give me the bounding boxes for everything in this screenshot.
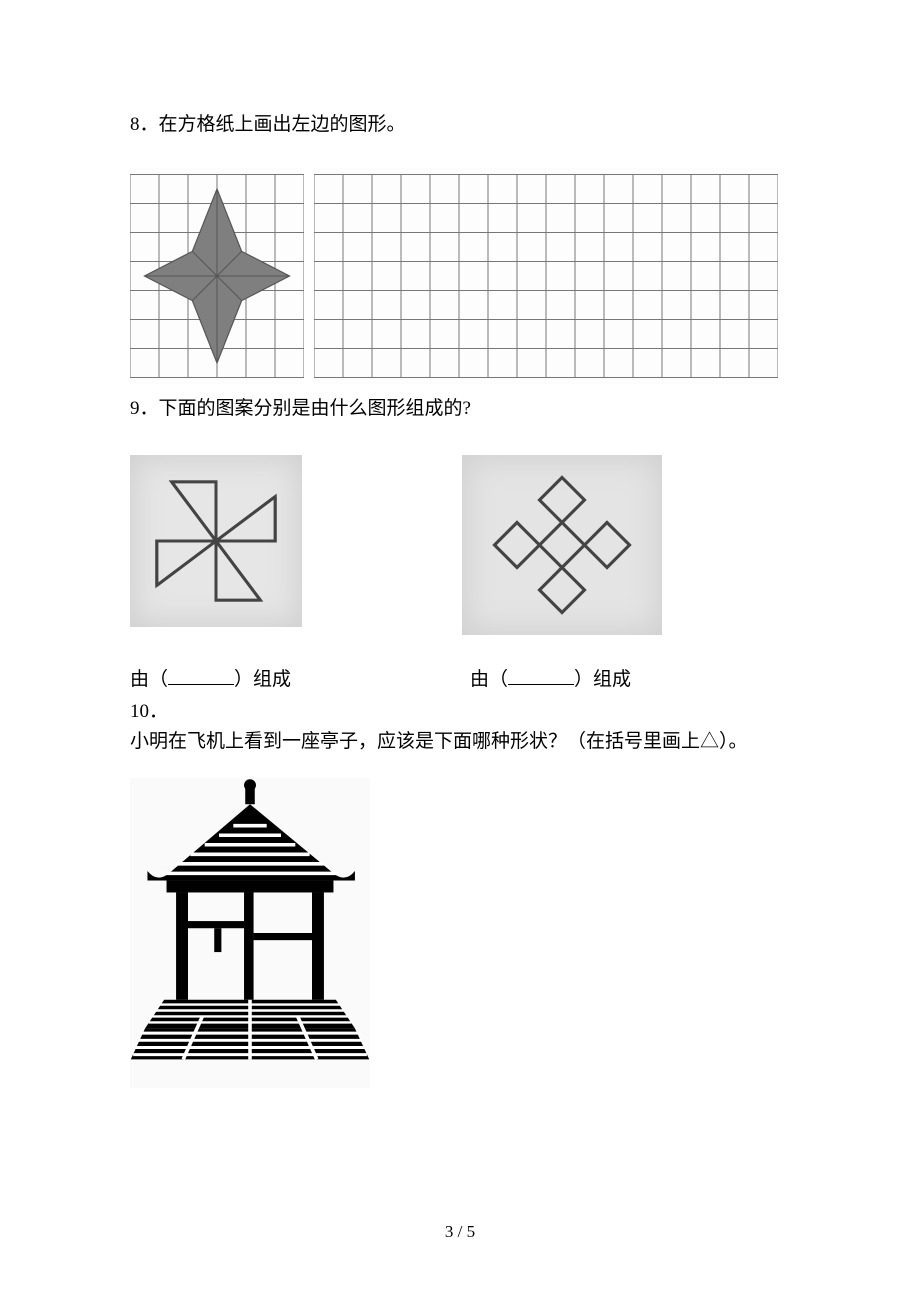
q9b-suffix: ）组成: [574, 669, 631, 690]
q8-left-grid: [130, 168, 304, 384]
q9a-suffix: ）组成: [234, 669, 291, 690]
q9-fig-b: [462, 455, 662, 635]
pinwheel-svg: [142, 467, 290, 615]
q9-line: 9．下面的图案分别是由什么图形组成的?: [130, 394, 790, 424]
q9-number: 9．: [130, 398, 159, 419]
page-number: 3 / 5: [0, 1222, 920, 1242]
q10-number-line: 10．: [130, 697, 790, 727]
q9-fig-a: [130, 455, 302, 627]
q9a-prefix: 由（: [130, 669, 168, 690]
pavilion-svg: [130, 778, 370, 1088]
q8-text: 在方格纸上画出左边的图形。: [159, 114, 406, 135]
q9b-blank[interactable]: [508, 663, 574, 685]
q8-number: 8．: [130, 114, 159, 135]
q10-text-line: 小明在飞机上看到一座亭子，应该是下面哪种形状？（在括号里画上△）。: [130, 727, 790, 757]
q8-right-grid: [314, 168, 778, 384]
q8-right-svg: [314, 168, 778, 384]
q10-pavilion: [130, 778, 370, 1088]
q8-line: 8．在方格纸上画出左边的图形。: [130, 110, 790, 140]
q9-answers: 由（ ）组成 由（ ）组成: [130, 663, 790, 695]
q9a-blank[interactable]: [168, 663, 234, 685]
q9-text: 下面的图案分别是由什么图形组成的?: [159, 398, 471, 419]
q9b-prefix: 由（: [470, 669, 508, 690]
q9-fig-a-col: [130, 455, 302, 635]
q8-left-svg: [130, 168, 304, 384]
q9-answer-a: 由（ ）组成: [130, 663, 470, 695]
q9-answer-b: 由（ ）组成: [470, 663, 631, 695]
q10-number: 10．: [130, 701, 168, 722]
q9-fig-b-col: [462, 455, 662, 635]
q8-figures: [130, 168, 790, 384]
q10-text: 小明在飞机上看到一座亭子，应该是下面哪种形状？（在括号里画上△）。: [130, 731, 748, 752]
diamond-cross-svg: [477, 470, 647, 620]
page: 8．在方格纸上画出左边的图形。 9．下面的图案分别是由什么图形组成的? 由（ ）组…: [0, 0, 920, 1302]
q9-figures: [130, 455, 790, 635]
